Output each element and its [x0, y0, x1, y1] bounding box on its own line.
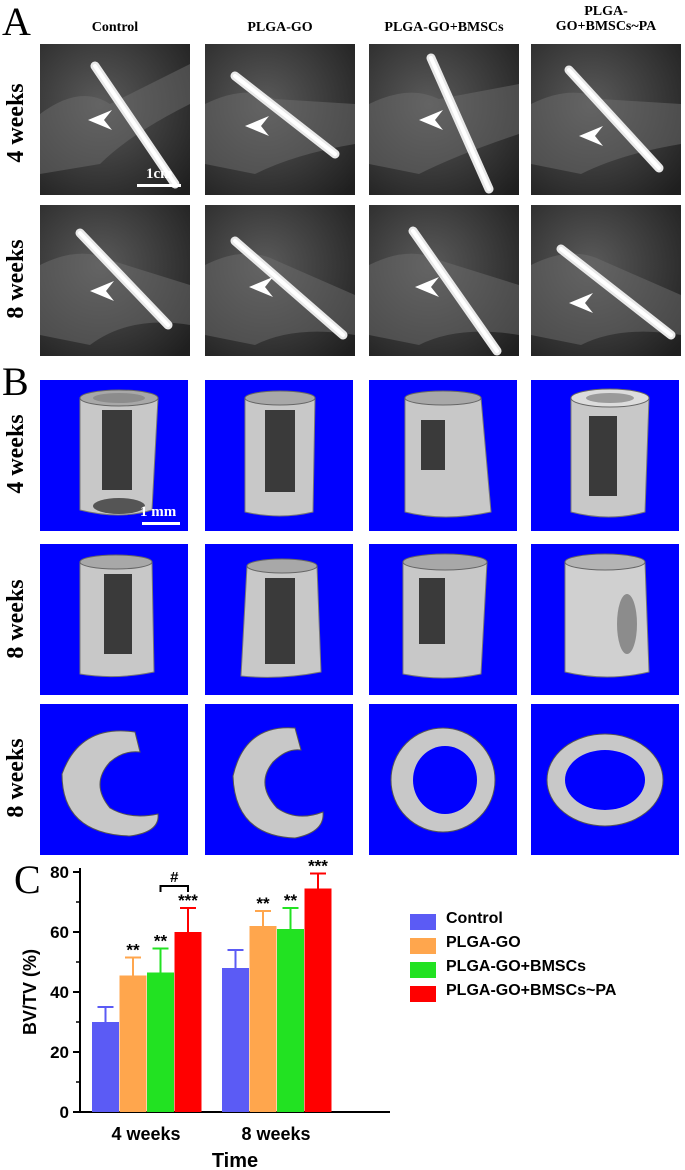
panel-a-letter: A	[2, 0, 31, 44]
legend-label: PLGA-GO	[446, 934, 521, 951]
microct-control-4weeks: 1 mm	[40, 380, 188, 531]
legend-swatch	[410, 914, 436, 930]
legend-swatch	[410, 938, 436, 954]
arrowhead-icon	[419, 110, 443, 130]
scale-label-b: 1 mm	[140, 504, 177, 520]
bar-plga-go	[249, 926, 277, 1112]
bar-plga-go-bmscs	[147, 972, 174, 1112]
x-tick-label: 8 weeks	[241, 1124, 310, 1144]
y-tick-label: 20	[50, 1043, 69, 1062]
xray-plga-go-bmscs-pa-4weeks	[531, 44, 681, 195]
microct-plga-go-4weeks	[205, 380, 353, 531]
significance-marker: **	[256, 894, 270, 913]
xray-plga-go-bmscs-4weeks	[369, 44, 519, 195]
xray-control-4weeks: 1cm	[40, 44, 190, 195]
arrowhead-icon	[249, 277, 273, 297]
row-label-b-8weeks: 8 weeks	[3, 579, 29, 659]
xray-plga-go-bmscs-pa-8weeks	[531, 205, 681, 356]
y-tick-label: 60	[50, 923, 69, 942]
microct-cross-control-8weeks	[40, 704, 188, 855]
arrowhead-icon	[245, 116, 269, 136]
xray-control-8weeks	[40, 205, 190, 356]
significance-marker: **	[154, 932, 168, 951]
column-header-plga-go-bmscs: PLGA-GO+BMSCs	[384, 20, 504, 35]
panel-b-letter: B	[2, 359, 29, 404]
legend-swatch	[410, 986, 436, 1002]
column-header-control: Control	[91, 20, 139, 35]
column-header-plga-go: PLGA-GO	[247, 20, 313, 35]
y-axis-label: BV/TV (%)	[20, 949, 40, 1035]
scale-bar	[142, 522, 180, 525]
row-label-a-8weeks: 8 weeks	[3, 239, 29, 319]
bar-plga-go-bmscs	[277, 929, 304, 1112]
significance-marker: ***	[308, 860, 328, 876]
y-tick-label: 0	[60, 1103, 69, 1122]
bar-plga-go	[119, 975, 147, 1112]
legend: Control PLGA-GO PLGA-GO+BMSCs PLGA-GO+BM…	[410, 910, 680, 1020]
arrowhead-icon	[579, 126, 603, 146]
arrowhead-icon	[90, 281, 114, 301]
microct-plga-go-bmscs-4weeks	[369, 380, 517, 531]
legend-label: PLGA-GO+BMSCs~PA	[446, 982, 617, 999]
microct-plga-go-bmscs-pa-4weeks	[531, 380, 679, 531]
x-axis-label: Time	[212, 1150, 258, 1170]
bracket-label: #	[170, 869, 179, 886]
microct-cross-plga-go-bmscs-pa-8weeks	[531, 704, 679, 855]
significance-marker: ***	[178, 891, 198, 910]
microct-plga-go-bmscs-8weeks	[369, 544, 517, 695]
legend-label: PLGA-GO+BMSCs	[446, 958, 587, 975]
significance-bracket	[159, 885, 189, 892]
significance-marker: **	[284, 891, 298, 910]
bar-control	[92, 1022, 119, 1112]
microct-control-8weeks	[40, 544, 188, 695]
microct-plga-go-8weeks	[205, 544, 353, 695]
xray-plga-go-8weeks	[205, 205, 355, 356]
arrowhead-icon	[569, 293, 593, 313]
microct-cross-plga-go-bmscs-8weeks	[369, 704, 517, 855]
row-label-a-4weeks: 4 weeks	[3, 83, 29, 163]
arrowhead-icon	[88, 110, 112, 130]
bar-plga-go-bmscs-pa	[174, 932, 202, 1112]
xray-plga-go-4weeks	[205, 44, 355, 195]
row-label-b-4weeks: 4 weeks	[3, 414, 29, 494]
significance-marker: **	[126, 941, 140, 960]
panel-c-letter: C	[14, 857, 41, 902]
x-tick-label: 4 weeks	[111, 1124, 180, 1144]
microct-cross-plga-go-8weeks	[205, 704, 353, 855]
column-header-plga-go-bmscs-pa: PLGA- GO+BMSCs~PA	[555, 4, 657, 34]
scale-bar	[137, 184, 181, 187]
arrowhead-icon	[415, 277, 439, 297]
y-tick-label: 80	[50, 863, 69, 882]
xray-plga-go-bmscs-8weeks	[369, 205, 519, 356]
bar-plga-go-bmscs-pa	[304, 888, 332, 1112]
y-tick-label: 40	[50, 983, 69, 1002]
legend-swatch	[410, 962, 436, 978]
legend-label: Control	[446, 910, 503, 927]
scale-label-a: 1cm	[146, 166, 173, 182]
bar-control	[222, 968, 249, 1112]
row-label-b-8weeks-cross: 8 weeks	[3, 738, 29, 818]
microct-plga-go-bmscs-pa-8weeks	[531, 544, 679, 695]
